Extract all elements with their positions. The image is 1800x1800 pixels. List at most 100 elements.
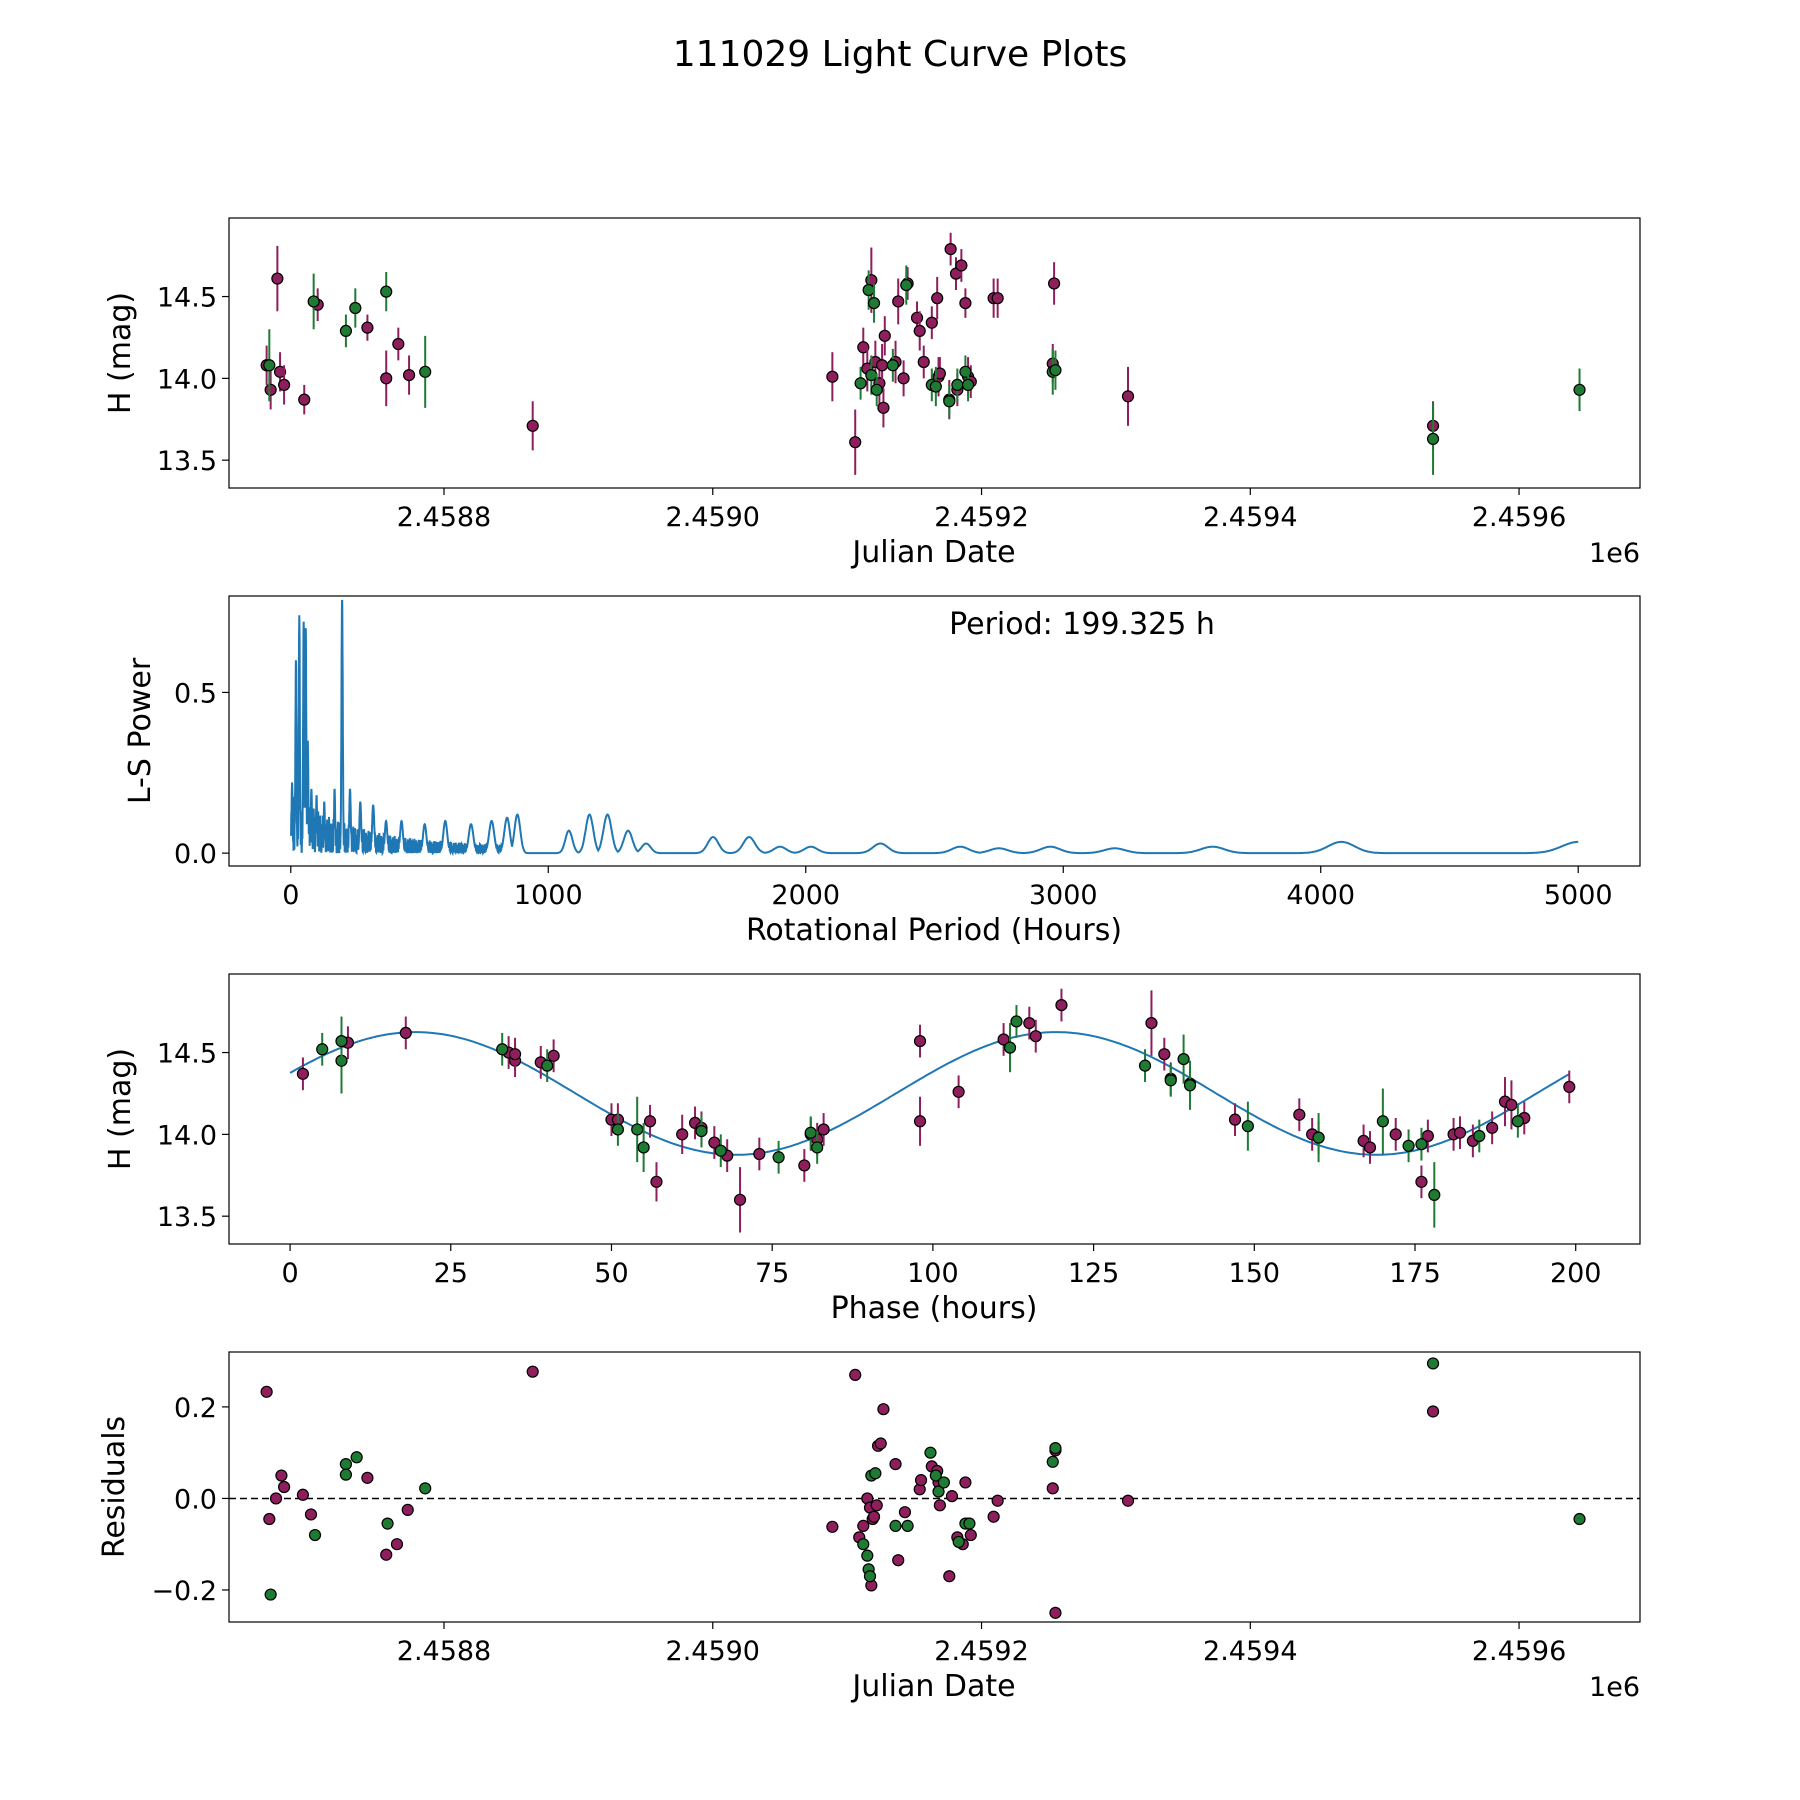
filter-a-point (955, 259, 968, 272)
filter-a-point (1505, 1098, 1518, 1112)
periodogram-y-tick-label: 0.5 (174, 678, 217, 709)
filter-a-point (874, 1437, 887, 1450)
filter-b-point (924, 1446, 937, 1459)
filter-b-point (811, 1141, 824, 1154)
filter-b-point (886, 359, 899, 372)
filter-b-point (316, 1043, 329, 1056)
filter-a-point (913, 324, 926, 338)
filter-a-point (917, 355, 930, 369)
filter-a-point (1055, 998, 1068, 1012)
residuals-plot-frame (228, 1351, 1641, 1623)
filter-a-point (1121, 390, 1135, 403)
filter-b-point (1049, 1442, 1062, 1455)
phased-x-tick-label: 100 (907, 1258, 959, 1289)
filter-b-point (1573, 383, 1586, 396)
period-annotation: Period: 199.325 h (949, 607, 1215, 642)
filter-a-point (877, 401, 890, 414)
lightcurve-x-axis-label: Julian Date (850, 535, 1015, 570)
filter-b-point (862, 283, 875, 297)
filter-a-point (296, 1488, 310, 1501)
filter-a-point (944, 242, 957, 256)
filter-a-point (991, 292, 1004, 305)
phased-x-axis-label: Phase (hours) (831, 1291, 1038, 1326)
filter-b-point (1426, 432, 1440, 446)
filter-a-point (1453, 1126, 1467, 1139)
filter-b-point (695, 1124, 708, 1138)
filter-b-point (637, 1141, 650, 1154)
filter-a-point (1158, 1048, 1171, 1061)
lightcurve-y-axis-label: H (mag) (103, 292, 138, 414)
filter-a-point (959, 296, 972, 310)
filter-a-point (913, 1034, 927, 1048)
filter-a-point (849, 436, 862, 449)
periodogram-panel: Period: 199.325 h Rotational Period (Hou… (123, 595, 1641, 948)
filter-b-point (1428, 1188, 1441, 1202)
filter-a-point (857, 341, 870, 354)
filter-b-point (381, 1517, 394, 1530)
filter-b-point (264, 1588, 277, 1601)
filter-b-point (901, 1519, 914, 1532)
filter-a-point (1563, 1080, 1576, 1094)
residuals-y-tick-label: 0.2 (174, 1393, 217, 1424)
filter-a-point (304, 1508, 318, 1521)
filter-a-point (875, 359, 889, 372)
filter-b-point (1138, 1059, 1152, 1072)
filter-a-point (1049, 1606, 1062, 1619)
filter-a-point (298, 393, 311, 406)
lightcurve-x-tick-label: 2.4588 (397, 502, 491, 533)
filter-a-point (273, 365, 287, 378)
filter-b-point (804, 1126, 817, 1139)
filter-a-point (547, 1049, 560, 1062)
lightcurve-x-tick-label: 2.4592 (934, 502, 1028, 533)
filter-b-point (1376, 1115, 1389, 1128)
filter-b-point (854, 377, 867, 390)
filter-a-point (1029, 1030, 1042, 1043)
filter-b-point (900, 278, 913, 292)
filter-b-point (631, 1123, 644, 1136)
filter-a-point (945, 1490, 959, 1503)
filter-a-point (826, 1520, 839, 1533)
phased-y-axis-label: H (mag) (103, 1048, 138, 1170)
periodogram-line (290, 599, 1579, 857)
filter-a-point (296, 1067, 310, 1080)
filter-a-point (877, 1403, 890, 1416)
filter-a-point (987, 1510, 1000, 1523)
filter-a-point (898, 1506, 912, 1519)
filter-b-point (339, 324, 353, 338)
phased-plot-frame (228, 973, 1641, 1245)
filter-a-point (1228, 1113, 1242, 1126)
filter-a-point (392, 337, 405, 351)
filter-b-point (929, 1469, 942, 1482)
filter-a-point (264, 383, 277, 396)
filter-a-point (650, 1175, 663, 1188)
filter-a-point (849, 1368, 862, 1381)
filter-a-point (959, 1476, 972, 1489)
periodogram-x-tick-label: 1000 (514, 880, 583, 911)
phased-x-tick-label: 175 (1389, 1258, 1441, 1289)
filter-b-point (1511, 1115, 1524, 1128)
filter-a-point (260, 1385, 273, 1398)
filter-a-point (1293, 1108, 1306, 1121)
filter-a-point (401, 1503, 414, 1516)
filter-a-point (910, 311, 924, 324)
phased-y-tick-label: 14.5 (157, 1039, 217, 1070)
residuals-panel: Julian Date Residuals 1e6 2.4588 2.4590 2.… (97, 1351, 1641, 1704)
filter-b-point (1573, 1512, 1586, 1526)
filter-a-point (892, 1554, 905, 1567)
filter-a-point (643, 1115, 657, 1128)
filter-a-point (263, 1512, 276, 1526)
phased-x-tick-label: 0 (281, 1258, 298, 1289)
filter-b-point (963, 1517, 976, 1530)
filter-b-point (869, 1467, 882, 1480)
filter-a-point (964, 1528, 977, 1542)
filter-a-point (380, 372, 393, 385)
periodogram-x-tick-label: 3000 (1029, 880, 1098, 911)
filter-b-point (1003, 1041, 1017, 1054)
filter-a-point (798, 1159, 811, 1172)
filter-a-point (361, 321, 374, 334)
filter-b-point (857, 1538, 870, 1551)
periodogram-y-axis-label: L-S Power (123, 657, 158, 804)
residuals-y-tick-label: 0.0 (174, 1484, 217, 1515)
filter-a-point (817, 1123, 830, 1136)
filter-b-point (349, 301, 362, 315)
